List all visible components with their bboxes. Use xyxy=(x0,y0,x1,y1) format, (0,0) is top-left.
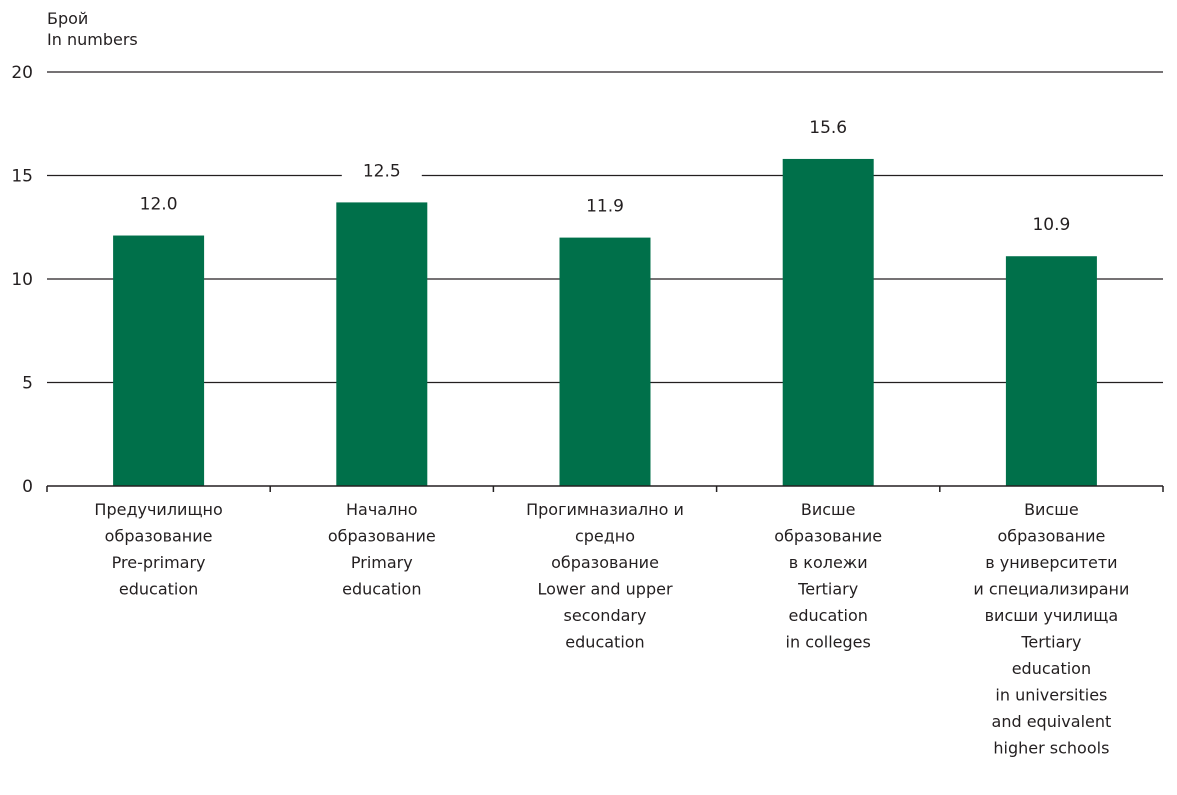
bar xyxy=(559,237,651,486)
category-label-line: education xyxy=(1012,659,1091,678)
category-label: Начално образование Primary education xyxy=(328,500,436,599)
category-label-line: Предучилищно xyxy=(94,500,222,519)
category-label-line: и специализирани xyxy=(973,580,1129,599)
y-tick-label: 10 xyxy=(11,270,33,290)
bar xyxy=(782,158,874,486)
y-tick-label: 0 xyxy=(22,477,33,497)
category-label-line: Висше xyxy=(1024,500,1079,519)
category-label-line: Висше xyxy=(801,500,856,519)
y-tick-labels: 0 5 10 15 20 xyxy=(11,63,33,497)
category-labels: Предучилищно образование Pre-primary educat… xyxy=(94,500,1129,758)
category-label-line: secondary xyxy=(564,606,647,625)
category-label: Предучилищно образование Pre-primary educat… xyxy=(94,500,222,599)
category-label-line: образование xyxy=(328,527,436,546)
category-label-line: висши училища xyxy=(985,606,1119,625)
category-label-line: education xyxy=(342,580,421,599)
data-label: 10.9 xyxy=(1032,215,1070,235)
data-label: 12.0 xyxy=(140,195,178,215)
category-label-line: образование xyxy=(997,527,1105,546)
category-label-line: higher schools xyxy=(993,739,1109,758)
bars xyxy=(113,158,1097,486)
data-label: 11.9 xyxy=(586,197,624,217)
y-axis-title-line: Брой xyxy=(47,9,88,28)
category-label-line: в университети xyxy=(985,553,1117,572)
y-axis-title-line: In numbers xyxy=(47,30,138,49)
category-label-line: Начално xyxy=(346,500,418,519)
category-label-line: education xyxy=(119,580,198,599)
y-tick-label: 20 xyxy=(11,63,33,83)
category-label-line: средно xyxy=(575,527,635,546)
category-label-line: and equivalent xyxy=(992,712,1112,731)
category-label-line: Lower and upper xyxy=(537,580,673,599)
category-label: Висше образование в университети и специали… xyxy=(973,500,1129,758)
category-label-line: education xyxy=(565,633,644,652)
category-label-line: in universities xyxy=(995,686,1107,705)
bar xyxy=(336,202,428,486)
data-label: 15.6 xyxy=(809,118,847,138)
category-label-line: в колежи xyxy=(789,553,868,572)
data-label-background xyxy=(118,192,199,217)
category-label-line: Tertiary xyxy=(1020,633,1081,652)
category-label-line: Primary xyxy=(351,553,413,572)
bar xyxy=(113,235,205,486)
data-label: 12.5 xyxy=(363,161,401,181)
category-label-line: Pre-primary xyxy=(112,553,206,572)
category-label-line: образование xyxy=(105,527,213,546)
data-label-background xyxy=(1011,213,1092,238)
category-label-line: образование xyxy=(551,553,659,572)
category-label-line: in colleges xyxy=(786,633,871,652)
data-label-background xyxy=(788,115,869,140)
y-axis-title: Брой In numbers xyxy=(47,9,138,49)
bar xyxy=(1005,256,1097,486)
category-label-line: образование xyxy=(774,527,882,546)
category-label-line: Прогимназиално и xyxy=(526,500,684,519)
data-label-background xyxy=(341,159,422,184)
category-label: Висше образование в колежи Tertiary educatio… xyxy=(774,500,882,652)
x-axis xyxy=(46,485,1164,492)
y-tick-label: 5 xyxy=(22,374,33,394)
category-label-line: Tertiary xyxy=(797,580,858,599)
data-labels: 12.0 12.5 11.9 15.6 10.9 xyxy=(118,115,1092,238)
category-label-line: education xyxy=(789,606,868,625)
category-label: Прогимназиално и средно образование Lower a… xyxy=(526,500,684,652)
y-tick-label: 15 xyxy=(11,167,33,187)
data-label-background xyxy=(565,194,645,219)
